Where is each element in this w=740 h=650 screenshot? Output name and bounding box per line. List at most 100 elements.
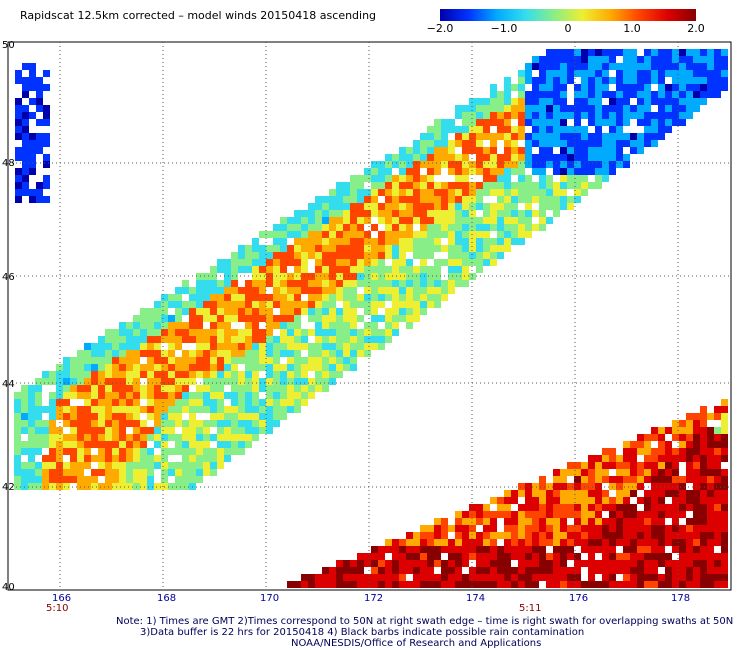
wind-cell: [29, 133, 36, 140]
lon-label: 168: [157, 593, 176, 604]
wind-cell: [35, 427, 42, 434]
wind-cell: [392, 224, 399, 231]
wind-cell: [574, 469, 581, 476]
wind-cell: [518, 532, 525, 539]
wind-cell: [427, 252, 434, 259]
wind-cell: [35, 392, 42, 399]
wind-cell: [133, 364, 140, 371]
wind-cell: [70, 455, 77, 462]
wind-cell: [672, 532, 679, 539]
wind-cell: [637, 441, 644, 448]
wind-cell: [245, 357, 252, 364]
wind-cell: [420, 140, 427, 147]
wind-cell: [210, 301, 217, 308]
wind-cell: [196, 399, 203, 406]
wind-cell: [63, 364, 70, 371]
wind-cell: [161, 350, 168, 357]
wind-cell: [105, 420, 112, 427]
wind-cell: [483, 133, 490, 140]
wind-cell: [665, 455, 672, 462]
wind-cell: [350, 203, 357, 210]
wind-cell: [420, 147, 427, 154]
wind-cell: [70, 413, 77, 420]
wind-cell: [133, 392, 140, 399]
wind-cell: [623, 448, 630, 455]
wind-cell: [721, 441, 728, 448]
wind-cell: [15, 182, 22, 189]
wind-cell: [672, 546, 679, 553]
wind-cell: [658, 77, 665, 84]
wind-cell: [182, 287, 189, 294]
wind-cell: [588, 525, 595, 532]
wind-cell: [707, 546, 714, 553]
wind-cell: [294, 357, 301, 364]
wind-cell: [560, 175, 567, 182]
wind-cell: [539, 539, 546, 546]
wind-cell: [476, 147, 483, 154]
wind-cell: [602, 546, 609, 553]
wind-cell: [476, 532, 483, 539]
wind-cell: [154, 364, 161, 371]
wind-cell: [140, 322, 147, 329]
wind-cell: [525, 567, 532, 574]
wind-cell: [315, 238, 322, 245]
wind-cell: [427, 203, 434, 210]
wind-cell: [630, 553, 637, 560]
wind-cell: [567, 532, 574, 539]
wind-cell: [343, 315, 350, 322]
wind-cell: [630, 574, 637, 581]
wind-cell: [15, 168, 22, 175]
wind-cell: [357, 196, 364, 203]
wind-cell: [378, 294, 385, 301]
wind-cell: [462, 112, 469, 119]
wind-cell: [483, 231, 490, 238]
wind-cell: [357, 231, 364, 238]
wind-cell: [308, 581, 315, 588]
wind-cell: [623, 574, 630, 581]
wind-cell: [154, 455, 161, 462]
wind-cell: [119, 455, 126, 462]
wind-cell: [308, 343, 315, 350]
wind-cell: [707, 490, 714, 497]
wind-cell: [294, 301, 301, 308]
wind-cell: [686, 91, 693, 98]
wind-cell: [301, 581, 308, 588]
wind-cell: [581, 462, 588, 469]
wind-cell: [413, 182, 420, 189]
wind-cell: [238, 329, 245, 336]
wind-cell: [63, 420, 70, 427]
wind-cell: [224, 350, 231, 357]
wind-cell: [119, 462, 126, 469]
wind-cell: [560, 532, 567, 539]
lon-label: 170: [260, 593, 279, 604]
wind-cell: [658, 581, 665, 588]
wind-cell: [322, 336, 329, 343]
wind-cell: [259, 413, 266, 420]
wind-cell: [273, 252, 280, 259]
wind-cell: [602, 91, 609, 98]
wind-cell: [588, 161, 595, 168]
wind-cell: [329, 322, 336, 329]
wind-cell: [14, 441, 21, 448]
wind-cell: [133, 455, 140, 462]
wind-cell: [693, 574, 700, 581]
wind-cell: [245, 371, 252, 378]
wind-cell: [602, 574, 609, 581]
wind-cell: [616, 140, 623, 147]
wind-cell: [574, 462, 581, 469]
wind-cell: [168, 350, 175, 357]
wind-cell: [147, 364, 154, 371]
wind-cell: [616, 154, 623, 161]
wind-cell: [420, 525, 427, 532]
wind-cell: [623, 70, 630, 77]
wind-cell: [273, 357, 280, 364]
wind-cell: [595, 567, 602, 574]
wind-cell: [441, 539, 448, 546]
wind-cell: [238, 308, 245, 315]
wind-cell: [378, 252, 385, 259]
wind-cell: [140, 434, 147, 441]
wind-cell: [392, 301, 399, 308]
wind-cell: [29, 63, 36, 70]
wind-cell: [574, 182, 581, 189]
wind-cell: [161, 315, 168, 322]
